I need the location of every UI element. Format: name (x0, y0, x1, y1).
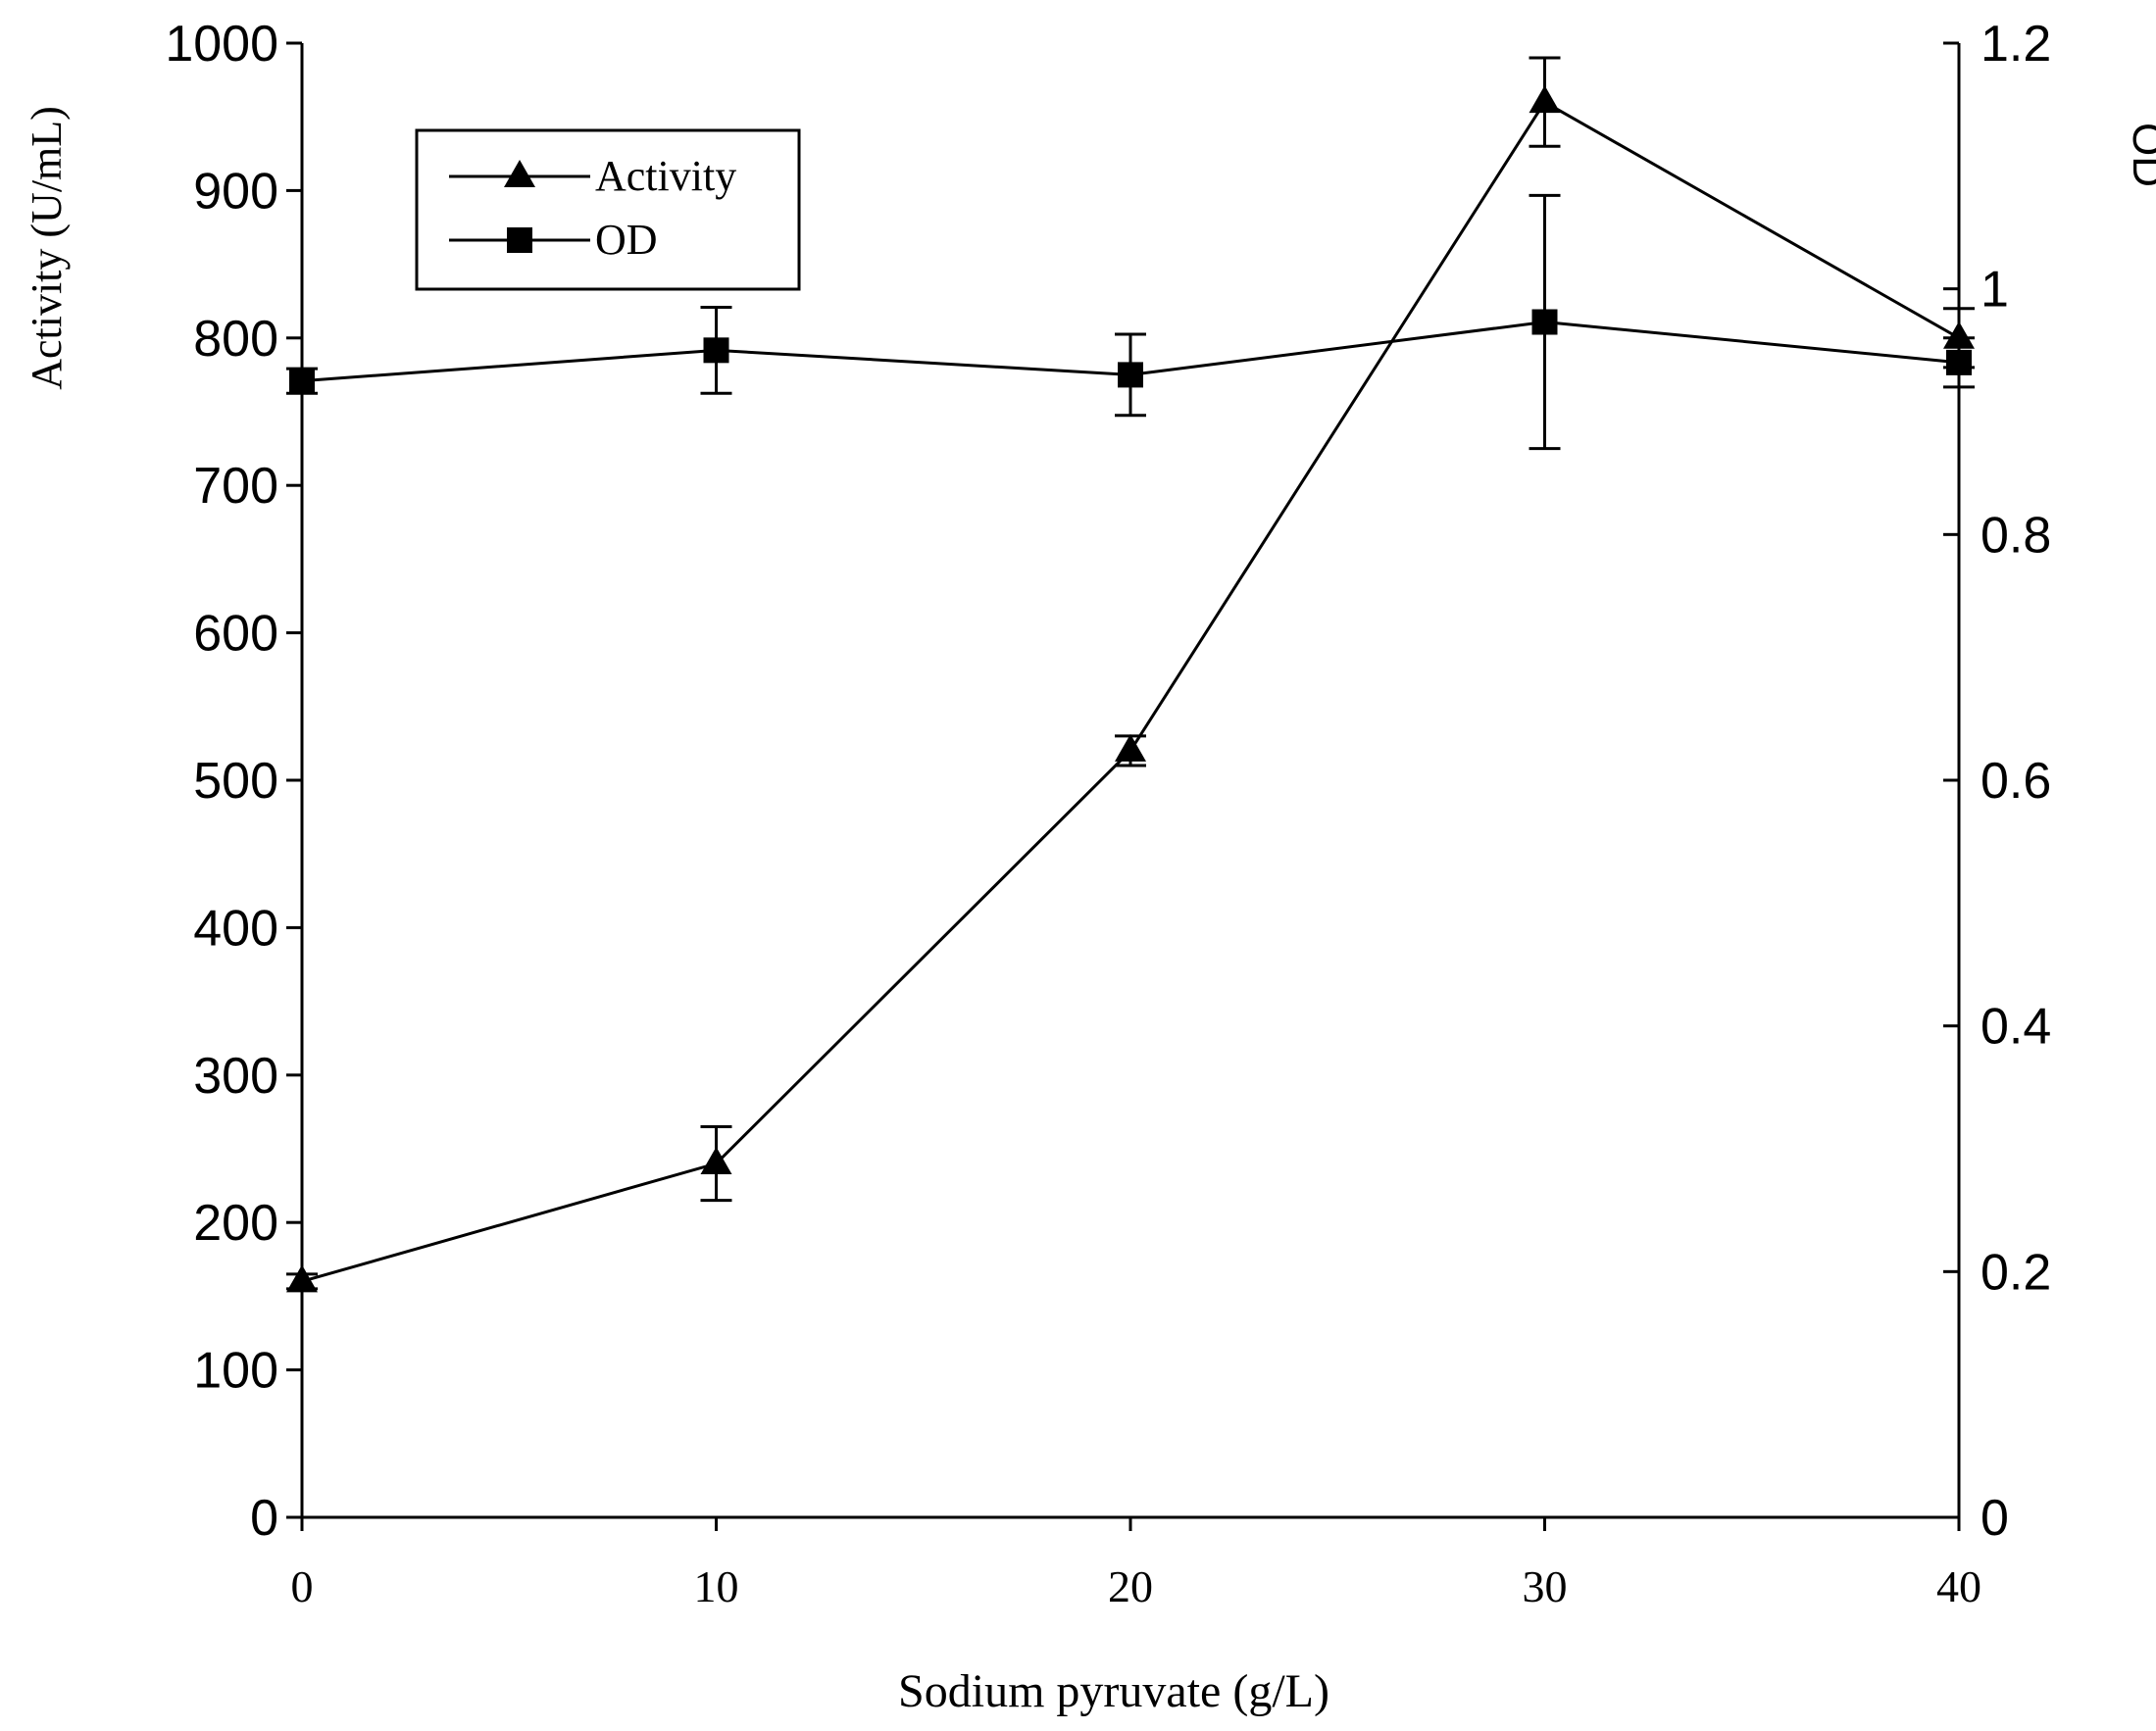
data-point-activity (1529, 85, 1561, 114)
y-left-tick-label: 200 (193, 1195, 278, 1252)
x-tick-label: 30 (1523, 1561, 1568, 1611)
legend-marker-triangle (504, 160, 535, 187)
y-left-tick-label: 500 (193, 753, 278, 810)
legend: Activity OD (415, 128, 801, 291)
legend-label-activity: Activity (595, 152, 736, 200)
axes-layer: 0100200300400500600700800900100000.20.40… (165, 16, 2051, 1611)
y-right-tick-label: 0 (1981, 1490, 2009, 1547)
y-right-tick-label: 0.8 (1981, 507, 2051, 564)
y-left-tick-label: 1000 (165, 16, 278, 73)
y-right-tick-label: 1.2 (1981, 16, 2051, 73)
series-layer (286, 56, 1975, 1293)
y-left-tick-label: 600 (193, 606, 278, 663)
y-right-tick-label: 0.6 (1981, 753, 2051, 810)
y-right-tick-label: 0.2 (1981, 1244, 2051, 1301)
y-left-tick-label: 400 (193, 900, 278, 957)
data-point-od (1531, 309, 1558, 335)
y-left-tick-label: 800 (193, 311, 278, 368)
y-axis-right-label: OD (2124, 123, 2156, 187)
data-point-od (1118, 362, 1143, 388)
y-left-tick-label: 700 (193, 458, 278, 515)
x-tick-label: 10 (694, 1561, 739, 1611)
data-point-activity (1943, 321, 1975, 349)
data-point-od (1946, 349, 1972, 375)
y-axis-left-label: Activity (U/mL) (23, 106, 71, 390)
y-left-tick-label: 100 (193, 1343, 278, 1400)
y-left-tick-label: 900 (193, 163, 278, 220)
data-point-od (703, 337, 729, 364)
data-point-activity (700, 1147, 732, 1175)
y-left-tick-label: 300 (193, 1048, 278, 1105)
x-tick-label: 40 (1936, 1561, 1981, 1611)
x-tick-label: 20 (1108, 1561, 1153, 1611)
data-point-activity (286, 1264, 318, 1293)
x-axis-label: Sodium pyruvate (g/L) (898, 1665, 1329, 1717)
y-left-tick-label: 0 (250, 1490, 278, 1547)
y-right-tick-label: 1 (1981, 262, 2009, 319)
legend-label-od: OD (595, 216, 658, 264)
x-tick-label: 0 (291, 1561, 314, 1611)
y-right-tick-label: 0.4 (1981, 999, 2051, 1056)
legend-box (415, 128, 801, 291)
legend-marker-square (507, 227, 532, 253)
data-point-od (289, 368, 315, 394)
data-point-activity (1115, 733, 1146, 762)
